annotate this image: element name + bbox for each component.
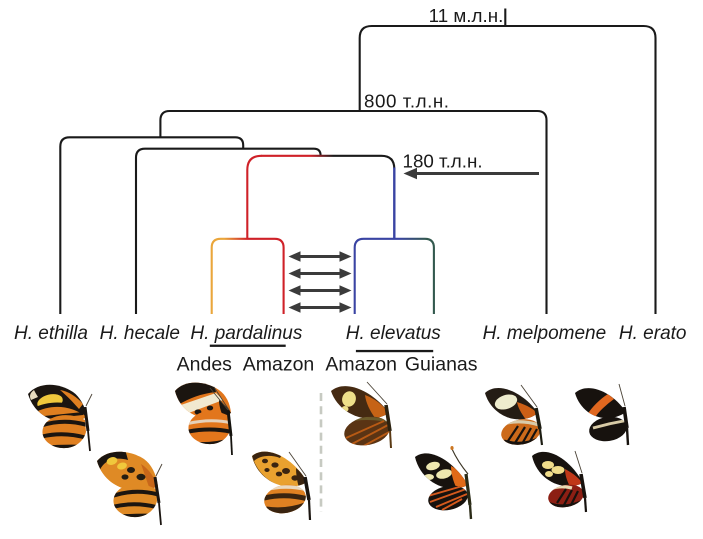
svg-text:H. ethilla: H. ethilla	[14, 323, 88, 344]
svg-text:800 т.л.н.: 800 т.л.н.	[364, 90, 450, 111]
svg-text:Amazon: Amazon	[325, 353, 397, 375]
svg-text:H. melpomene: H. melpomene	[483, 323, 607, 344]
svg-text:Amazon: Amazon	[243, 353, 315, 375]
svg-text:11 м.л.н.: 11 м.л.н.	[429, 5, 504, 26]
svg-text:H. hecale: H. hecale	[100, 323, 180, 344]
svg-text:Guianas: Guianas	[405, 353, 478, 375]
svg-text:H. erato: H. erato	[619, 323, 687, 344]
svg-text:H. elevatus: H. elevatus	[346, 323, 442, 344]
svg-text:H. pardalinus: H. pardalinus	[190, 323, 302, 344]
svg-text:Andes: Andes	[177, 353, 233, 375]
svg-text:180 т.л.н.: 180 т.л.н.	[403, 151, 483, 172]
